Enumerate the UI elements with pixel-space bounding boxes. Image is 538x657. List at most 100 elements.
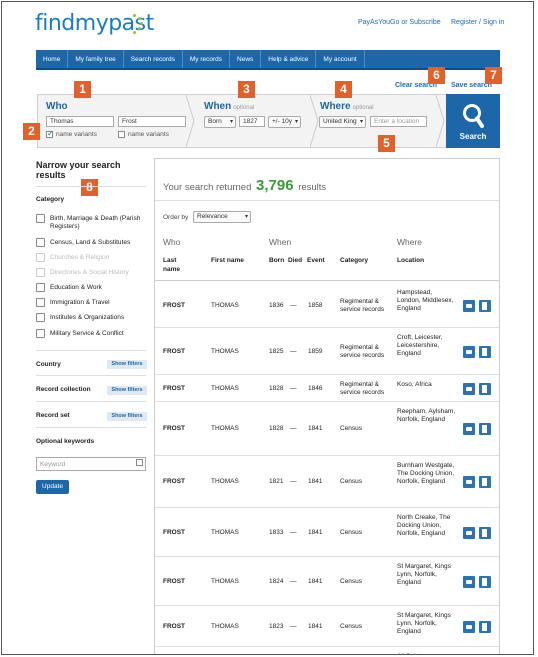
last-name-cell: FROST (163, 577, 186, 585)
name-variants-checkbox-2[interactable] (118, 131, 125, 138)
table-row[interactable]: All Saints, (155, 647, 499, 654)
table-row[interactable]: FROST THOMAS 1828 — 1841 Census Reepham, Aylsh… (155, 402, 499, 456)
nav-news[interactable]: News (230, 50, 262, 68)
save-search-link[interactable]: Save search (451, 82, 492, 89)
view-transcript-icon[interactable] (479, 575, 491, 588)
born-cell: 1836 (269, 301, 284, 309)
view-image-icon[interactable] (463, 299, 475, 312)
where-title: Where optional (320, 101, 374, 112)
born-cell: 1821 (269, 478, 284, 485)
born-died-dash: — (290, 301, 297, 309)
category-label: Census, Land & Substitutes (50, 239, 131, 246)
table-row[interactable]: FROST THOMAS 1821 — 1841 Census Burnham Westga… (155, 456, 499, 508)
view-image-icon[interactable] (463, 620, 475, 633)
record-collection-filter-label: Record collection (36, 386, 91, 393)
record-collection-show-filters-button[interactable]: Show filters (107, 386, 147, 395)
view-image-icon[interactable] (463, 382, 475, 395)
category-checkbox[interactable] (36, 283, 45, 292)
born-died-dash: — (290, 528, 297, 536)
event-cell: 1841 (308, 528, 323, 536)
table-row[interactable]: FROST THOMAS 1828 — 1846 Regimental & service… (155, 375, 499, 402)
when-optional: optional (233, 105, 255, 111)
view-image-icon[interactable] (463, 575, 475, 588)
col-category[interactable]: Category (340, 257, 369, 264)
results-header: Your search returned 3,796 results (155, 159, 499, 201)
nav-search-records[interactable]: Search records (124, 50, 183, 68)
category-cell: Census (340, 528, 363, 536)
last-name-cell: FROST (163, 301, 186, 309)
table-row[interactable]: FROST THOMAS 1824 — 1841 Census St Margaret, K… (155, 557, 499, 606)
year-input[interactable]: 1827 (239, 116, 265, 127)
name-variants-label-2: name variants (128, 131, 169, 138)
view-image-icon[interactable] (463, 526, 475, 539)
category-label: Institutes & Organizations (50, 314, 125, 321)
location-cell: Hampstead, London, Middlesex, England (397, 289, 454, 312)
view-transcript-icon[interactable] (479, 299, 491, 312)
col-first-name[interactable]: First name (211, 257, 244, 264)
category-checkbox[interactable] (36, 313, 45, 322)
country-show-filters-button[interactable]: Show filters (107, 360, 147, 369)
table-row[interactable]: FROST THOMAS 1833 — 1841 Census North Creake, … (155, 508, 499, 557)
col-died[interactable]: Died (288, 257, 303, 264)
results-suffix: results (298, 182, 327, 193)
keyword-input[interactable]: Keyword (36, 457, 146, 471)
callout-4: 4 (335, 81, 352, 98)
category-cell: Census (340, 425, 363, 432)
event-cell: 1841 (308, 622, 323, 630)
table-row[interactable]: FROST THOMAS 1823 — 1841 Census St Margaret, K… (155, 606, 499, 647)
category-checkbox[interactable] (36, 298, 45, 307)
range-select[interactable]: +/- 10y (268, 116, 301, 128)
register-signin-link[interactable]: Register / Sign in (451, 19, 505, 26)
nav-help-advice[interactable]: Help & advice (261, 50, 317, 68)
view-transcript-icon[interactable] (479, 620, 491, 633)
first-name-cell: THOMAS (211, 577, 239, 585)
record-set-show-filters-button[interactable]: Show filters (107, 412, 147, 421)
col-last-name[interactable]: Last name (163, 257, 180, 273)
col-born[interactable]: Born (269, 257, 285, 264)
nav-my-family-tree[interactable]: My family tree (68, 50, 124, 68)
view-transcript-icon[interactable] (479, 345, 491, 358)
view-transcript-icon[interactable] (479, 526, 491, 539)
section-divider (436, 95, 445, 147)
category-checkbox[interactable] (36, 329, 45, 338)
view-image-icon[interactable] (463, 476, 475, 488)
table-row[interactable]: FROST THOMAS 1825 — 1859 Regimental & service… (155, 328, 499, 375)
callout-6: 6 (428, 67, 445, 84)
clear-search-link[interactable]: Clear search (395, 82, 438, 89)
results-summary: Your search returned 3,796 results (163, 177, 326, 194)
category-cell: Regimental & service records (340, 297, 385, 313)
last-name-input[interactable]: Frost (118, 116, 186, 127)
category-checkbox[interactable] (36, 238, 45, 247)
view-image-icon[interactable] (463, 345, 475, 358)
nav-my-records[interactable]: My records (183, 50, 231, 68)
col-event[interactable]: Event (307, 257, 325, 264)
first-name-cell: THOMAS (211, 528, 239, 536)
table-row[interactable]: FROST THOMAS 1836 — 1858 Regimental & service… (155, 283, 499, 328)
name-variants-checkbox-1[interactable] (46, 129, 54, 138)
location-input[interactable]: Enter a location (370, 116, 427, 127)
search-button[interactable]: Search (446, 94, 500, 148)
category-checkbox[interactable] (36, 214, 45, 223)
category-label: Churches & Religion (50, 254, 110, 261)
view-image-icon[interactable] (463, 423, 475, 435)
search-icon (463, 104, 484, 128)
payasyougo-link[interactable]: PayAsYouGo or Subscribe (358, 19, 441, 26)
category-label: Education & Work (50, 284, 102, 291)
nav-my-account[interactable]: My account (316, 50, 365, 68)
first-name-cell: THOMAS (211, 425, 239, 432)
main-nav: Home My family tree Search records My re… (36, 50, 500, 70)
last-name-cell: FROST (163, 528, 186, 536)
view-transcript-icon[interactable] (479, 476, 491, 488)
nav-home[interactable]: Home (36, 50, 69, 68)
first-name-input[interactable]: Thomas (46, 116, 114, 127)
view-transcript-icon[interactable] (479, 382, 491, 395)
born-select[interactable]: Born (204, 116, 236, 128)
update-button[interactable]: Update (36, 480, 69, 494)
callout-7: 7 (485, 67, 502, 84)
country-select[interactable]: United King (319, 116, 366, 128)
col-location[interactable]: Location (397, 257, 425, 264)
keyword-checkbox[interactable] (136, 459, 143, 466)
view-transcript-icon[interactable] (479, 423, 491, 435)
order-by-select[interactable]: Relevance (193, 211, 251, 223)
